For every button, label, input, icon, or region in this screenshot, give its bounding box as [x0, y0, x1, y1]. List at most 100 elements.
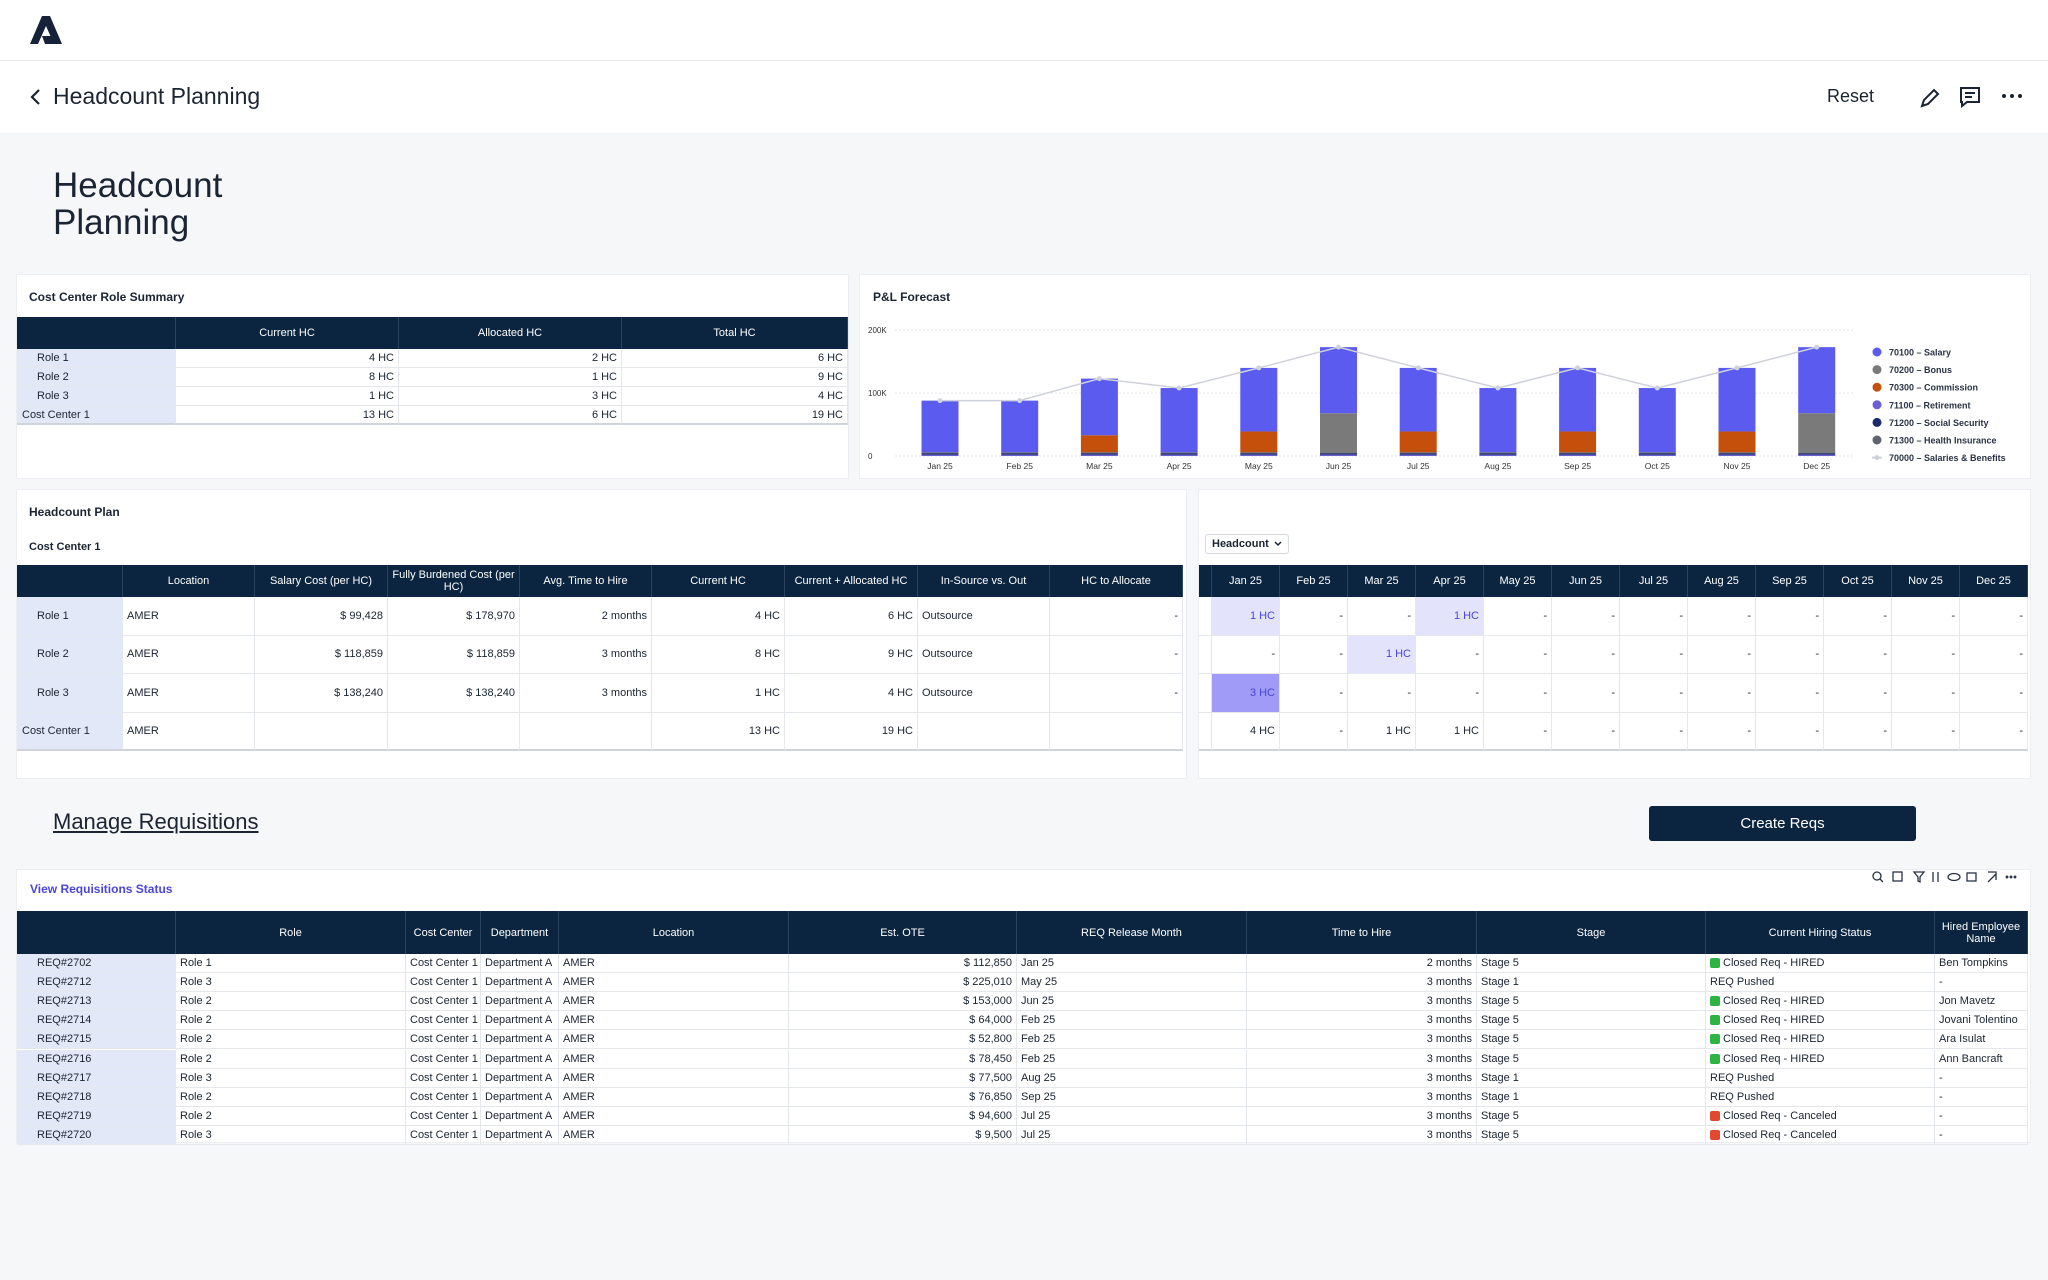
- page-title: Headcount Planning: [53, 166, 223, 242]
- table-cell: $ 9,500: [789, 1125, 1017, 1145]
- table-cell: 3 HC: [1212, 674, 1280, 713]
- logo[interactable]: [30, 16, 62, 44]
- bar-segment: [1320, 453, 1357, 455]
- table-cell: -: [1552, 674, 1620, 713]
- table-cell: Department A: [481, 954, 559, 974]
- line-point: [1176, 385, 1182, 391]
- card-subtitle: Cost Center 1: [29, 541, 101, 553]
- row-header: [1199, 712, 1212, 751]
- table-cell: Role 3: [176, 973, 406, 993]
- table-cell: -: [1892, 597, 1960, 636]
- table-cell: Outsource: [918, 674, 1050, 713]
- legend-swatch: [1872, 400, 1882, 410]
- bar-segment: [921, 452, 959, 454]
- table-cell: $ 77,500: [789, 1068, 1017, 1088]
- table-cell: 1 HC: [399, 368, 622, 387]
- create-reqs-button[interactable]: Create Reqs: [1649, 806, 1916, 841]
- table-cell: 4 HC: [652, 597, 785, 636]
- table-toolbar[interactable]: [1870, 870, 2020, 884]
- row-header: REQ#2715: [17, 1030, 176, 1050]
- table-cell: AMER: [559, 1106, 789, 1126]
- table-cell: Cost Center 1: [406, 1125, 481, 1145]
- more-icon[interactable]: [2000, 91, 2024, 101]
- table-cell: -: [1688, 712, 1756, 751]
- bar-segment: [1399, 431, 1437, 453]
- table-cell: 3 months: [1247, 973, 1477, 993]
- table-cell: May 25: [1017, 973, 1247, 993]
- table-cell: -: [1756, 597, 1824, 636]
- table-cell: Cost Center 1: [406, 954, 481, 974]
- status-icon: [1710, 996, 1720, 1007]
- table-cell: AMER: [123, 597, 255, 636]
- line-point: [1575, 365, 1581, 371]
- legend-swatch: [1872, 382, 1882, 392]
- bar-segment: [921, 453, 959, 455]
- line-point: [1096, 376, 1102, 382]
- table-cell: 4 HC: [1212, 712, 1280, 751]
- table-cell: Aug 25: [1017, 1068, 1247, 1088]
- table-cell: Jul 25: [1017, 1125, 1247, 1145]
- row-header: Cost Center 1: [17, 406, 176, 425]
- table-cell: 2 months: [520, 597, 652, 636]
- table-cell: -: [1050, 635, 1183, 674]
- line-point: [1734, 365, 1740, 371]
- table-cell: 6 HC: [622, 349, 848, 368]
- table-cell: -: [1960, 674, 2028, 713]
- pl-card: P&L Forecast 0 100K 200K Jan 25 Feb 25 Mar 25…: [860, 275, 2030, 478]
- table-cell: -: [1050, 597, 1183, 636]
- line-point: [1415, 365, 1421, 371]
- bar-segment: [1001, 452, 1039, 454]
- x-tick-label: Nov 25: [1724, 461, 1751, 471]
- legend-label: 70000 – Salaries & Benefits: [1889, 453, 2006, 463]
- table-cell: -: [1892, 712, 1960, 751]
- reset-button[interactable]: Reset: [1827, 86, 1875, 106]
- bar-segment: [1559, 431, 1597, 453]
- table-cell: $ 138,240: [388, 674, 520, 713]
- bar-segment: [1559, 367, 1597, 432]
- bar-segment: [1320, 454, 1357, 456]
- row-header: REQ#2717: [17, 1068, 176, 1088]
- x-tick-label: Apr 25: [1167, 461, 1192, 471]
- table-cell: Jovani Tolentino: [1935, 1011, 2028, 1031]
- table-cell: $ 64,000: [789, 1011, 1017, 1031]
- table-cell: Stage 5: [1477, 1011, 1706, 1031]
- bar-segment: [1718, 431, 1756, 453]
- bar-segment: [1160, 454, 1198, 456]
- back-button[interactable]: [28, 87, 42, 107]
- headcount-selector[interactable]: Headcount: [1205, 534, 1289, 554]
- y-tick-label: 0: [868, 452, 873, 461]
- table-cell: 4 HC: [622, 387, 848, 406]
- table-cell: -: [1756, 674, 1824, 713]
- legend-swatch: [1872, 365, 1882, 375]
- requisitions-link[interactable]: View Requisitions Status: [30, 882, 173, 896]
- table-cell: $ 118,859: [388, 635, 520, 674]
- table-cell: Stage 1: [1477, 973, 1706, 993]
- table-cell: Stage 5: [1477, 1125, 1706, 1145]
- table-cell: Ara Isulat: [1935, 1030, 2028, 1050]
- table-cell: Role 2: [176, 1106, 406, 1126]
- column-header: Hired Employee Name: [1935, 911, 2028, 954]
- table-cell: Role 2: [176, 992, 406, 1012]
- table-cell: -: [1620, 712, 1688, 751]
- table-cell: Closed Req - HIRED: [1706, 954, 1935, 974]
- table-cell: Cost Center 1: [406, 1106, 481, 1126]
- table-cell: -: [1892, 674, 1960, 713]
- table-cell: AMER: [559, 1087, 789, 1107]
- bar-segment: [1399, 453, 1437, 455]
- row-header: REQ#2712: [17, 973, 176, 993]
- comment-icon[interactable]: [1958, 85, 1982, 109]
- table-cell: -: [1824, 712, 1892, 751]
- table-cell: Cost Center 1: [406, 992, 481, 1012]
- table-cell: 19 HC: [785, 712, 918, 751]
- table-cell: 1 HC: [652, 674, 785, 713]
- table-cell: Jan 25: [1017, 954, 1247, 974]
- edit-icon[interactable]: [1918, 86, 1942, 110]
- legend-swatch: [1872, 435, 1882, 445]
- bar-segment: [1080, 452, 1118, 454]
- bar-segment: [1559, 452, 1597, 454]
- table-cell: Department A: [481, 973, 559, 993]
- table-cell: Jul 25: [1017, 1106, 1247, 1126]
- table-cell: Closed Req - HIRED: [1706, 1049, 1935, 1069]
- line-point: [1256, 365, 1262, 371]
- bar-segment: [1001, 454, 1039, 456]
